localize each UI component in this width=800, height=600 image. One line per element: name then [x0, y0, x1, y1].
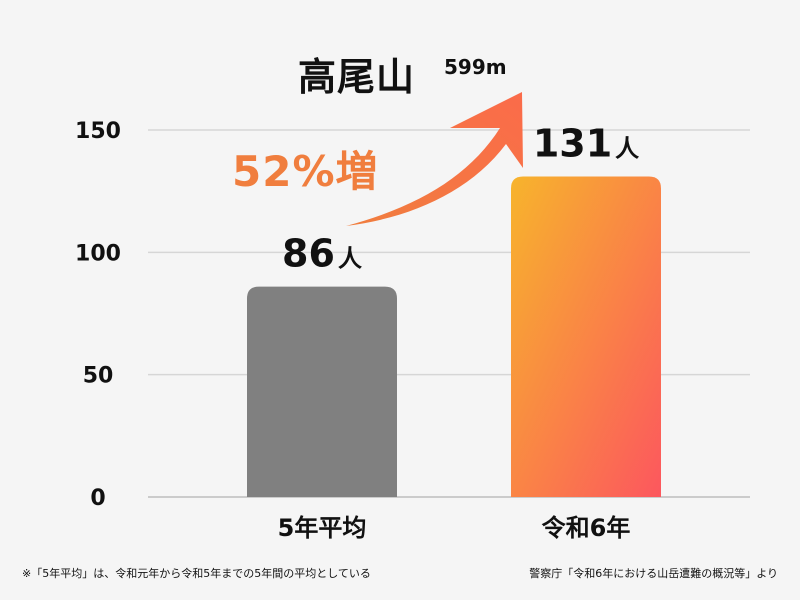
footnote: ※「5年平均」は、令和元年から令和5年までの5年間の平均としている [22, 567, 371, 580]
y-tick-label: 50 [83, 364, 114, 389]
bar-reiwa6 [511, 176, 661, 497]
increase-arrow [346, 92, 523, 226]
x-tick-label: 5年平均 [278, 514, 367, 542]
source-note: 警察庁「令和6年における山岳遭難の概況等」より [529, 567, 778, 580]
chart-subtitle: 599m [444, 55, 507, 79]
bar-five-year-average [247, 286, 397, 497]
data-label: 86 人 [282, 232, 362, 276]
x-tick-label: 令和6年 [542, 514, 631, 542]
y-tick-label: 150 [75, 119, 121, 144]
data-label: 131 人 [533, 121, 639, 165]
y-tick-label: 0 [90, 486, 105, 511]
increase-label: 52%増 [232, 147, 379, 196]
y-tick-label: 100 [75, 241, 121, 266]
chart-title: 高尾山 [298, 55, 416, 99]
